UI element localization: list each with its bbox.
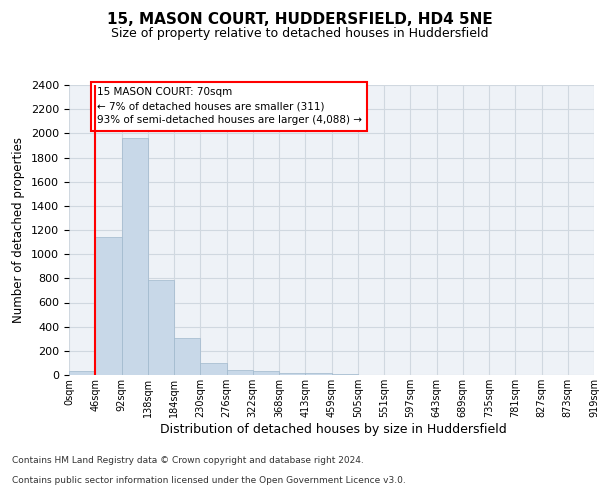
Bar [227, 370, 253, 375]
Y-axis label: Number of detached properties: Number of detached properties [13, 137, 25, 323]
Text: Size of property relative to detached houses in Huddersfield: Size of property relative to detached ho… [111, 28, 489, 40]
Text: Contains public sector information licensed under the Open Government Licence v3: Contains public sector information licen… [12, 476, 406, 485]
Bar [331, 374, 358, 375]
Bar [279, 372, 305, 375]
Text: Distribution of detached houses by size in Huddersfield: Distribution of detached houses by size … [160, 422, 506, 436]
Bar [95, 238, 121, 375]
Bar [148, 280, 174, 375]
Text: 15, MASON COURT, HUDDERSFIELD, HD4 5NE: 15, MASON COURT, HUDDERSFIELD, HD4 5NE [107, 12, 493, 28]
Text: Contains HM Land Registry data © Crown copyright and database right 2024.: Contains HM Land Registry data © Crown c… [12, 456, 364, 465]
Bar [69, 372, 95, 375]
Bar [200, 363, 227, 375]
Bar [174, 338, 200, 375]
Bar [253, 371, 279, 375]
Text: 15 MASON COURT: 70sqm
← 7% of detached houses are smaller (311)
93% of semi-deta: 15 MASON COURT: 70sqm ← 7% of detached h… [97, 88, 362, 126]
Bar [305, 373, 331, 375]
Bar [121, 138, 148, 375]
